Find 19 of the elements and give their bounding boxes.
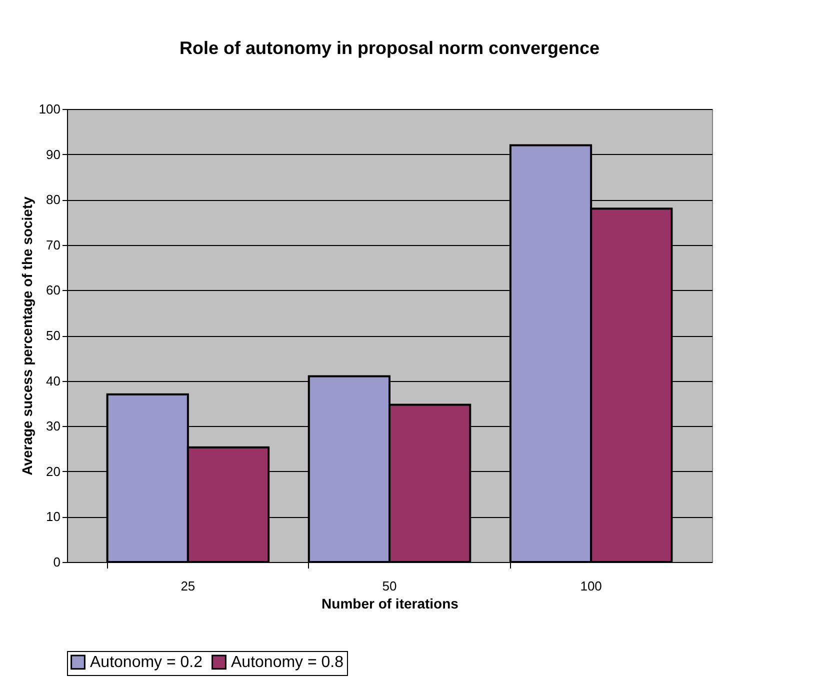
y-tick-label: 20 xyxy=(46,464,60,479)
x-tick-label: 25 xyxy=(180,578,196,594)
legend-label: Autonomy = 0.2 xyxy=(90,654,203,672)
y-tick-label: 30 xyxy=(46,418,60,434)
chart-title: Role of autonomy in proposal norm convergence xyxy=(179,38,600,58)
legend-label: Autonomy = 0.8 xyxy=(231,654,344,672)
y-tick-label: 80 xyxy=(46,192,60,208)
y-tick-label: 60 xyxy=(46,282,60,298)
y-axis-title: Average sucess percentage of the society xyxy=(18,196,35,476)
y-tick-label: 10 xyxy=(46,509,60,524)
y-tick-label: 40 xyxy=(46,373,60,388)
x-tick-label: 100 xyxy=(580,578,602,594)
y-tick-label: 90 xyxy=(46,146,60,162)
x-axis-title: Number of iterations xyxy=(322,596,459,612)
x-tick-label: 50 xyxy=(382,578,397,594)
y-tick-label: 50 xyxy=(46,328,60,343)
y-tick-label: 0 xyxy=(53,554,60,570)
y-tick-label: 70 xyxy=(46,237,60,252)
y-tick-label: 100 xyxy=(38,102,60,116)
